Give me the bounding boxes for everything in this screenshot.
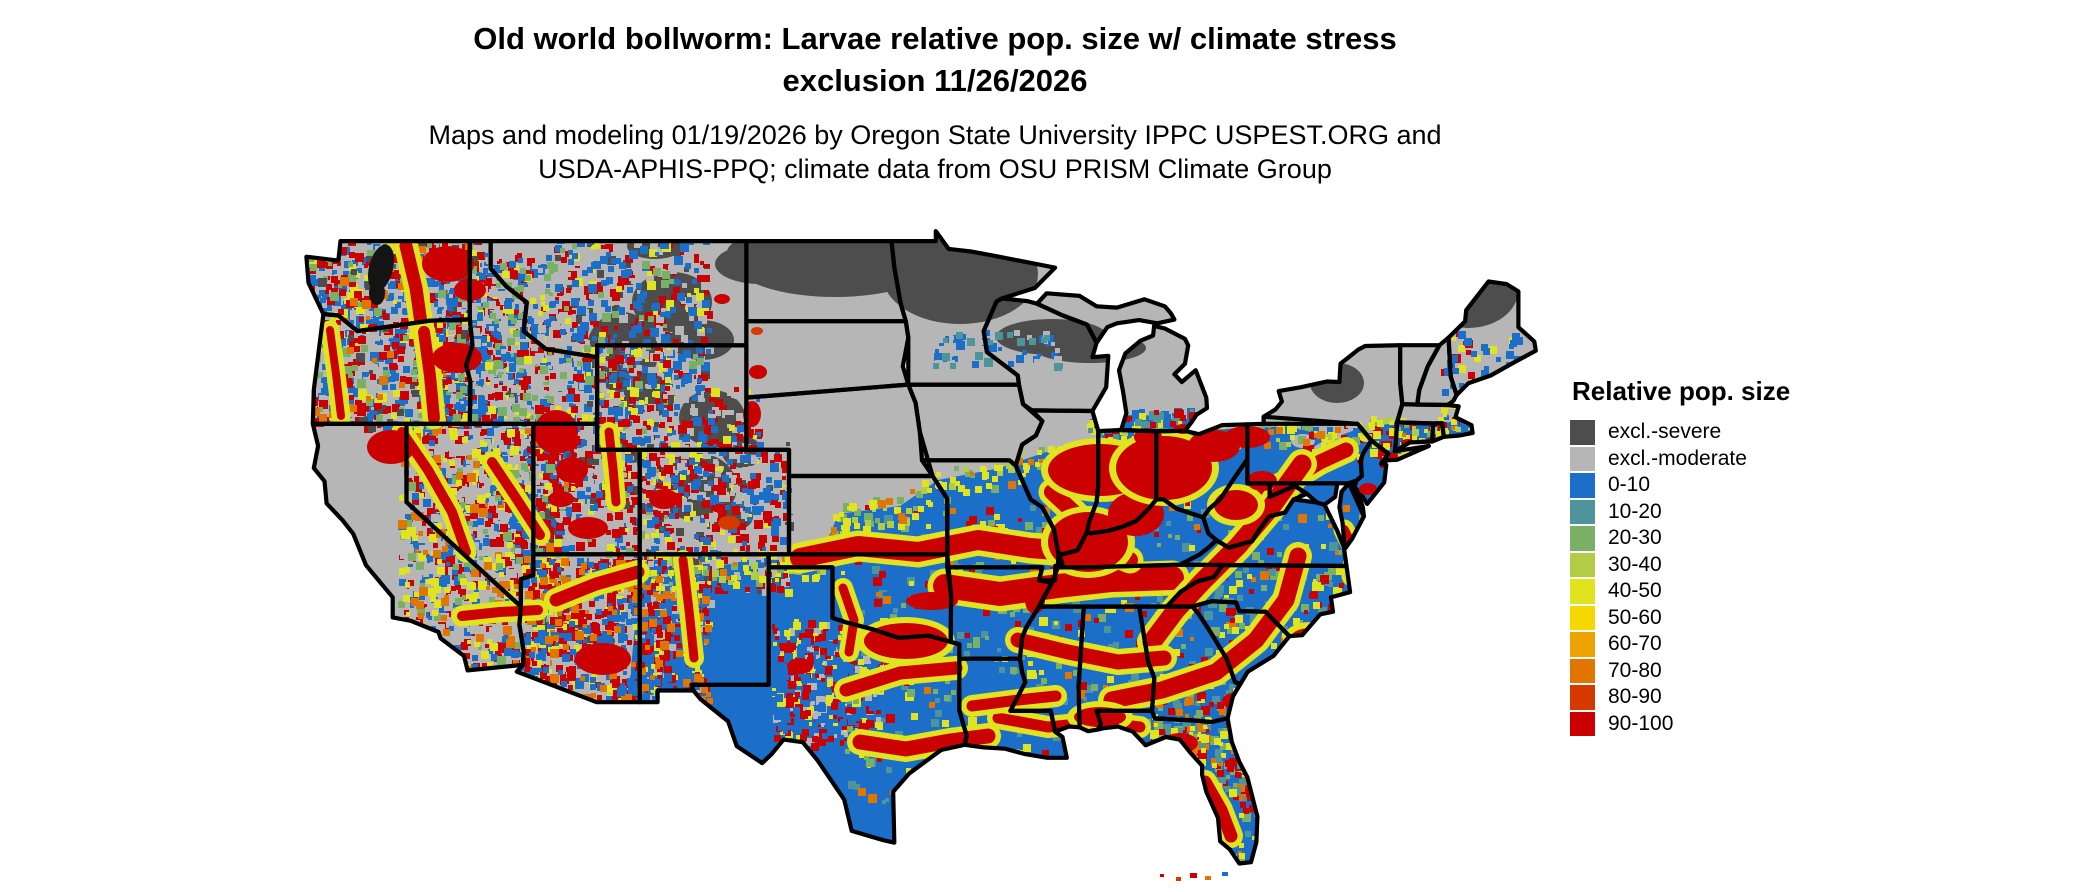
legend-label: excl.-severe [1608,420,1722,444]
legend-label: 30-40 [1608,552,1662,576]
legend-swatch [1570,632,1595,657]
legend-label: 50-60 [1608,605,1662,629]
map-title: Old world bollworm: Larvae relative pop.… [0,18,1870,102]
legend: Relative pop. size excl.-severe excl.-mod… [1570,376,1790,738]
legend-swatch [1570,499,1595,524]
legend-swatch [1570,685,1595,710]
map-subtitle-line1: Maps and modeling 01/19/2026 by Oregon S… [428,120,1442,150]
map-state-borders [304,229,1538,866]
legend-swatch [1570,552,1595,577]
legend-item: 10-20 [1570,499,1790,524]
legend-label: 20-30 [1608,526,1662,550]
legend-swatch [1570,579,1595,604]
header: Old world bollworm: Larvae relative pop.… [0,18,1870,186]
legend-item: 70-80 [1570,658,1790,683]
legend-item: 20-30 [1570,526,1790,551]
legend-label: 80-90 [1608,685,1662,709]
legend-item: excl.-severe [1570,420,1790,445]
legend-label: 70-80 [1608,658,1662,682]
map-title-line2: exclusion 11/26/2026 [782,63,1088,98]
legend-title: Relative pop. size [1572,376,1791,406]
map-subtitle-line2: USDA-APHIS-PPQ; climate data from OSU PR… [538,154,1332,184]
legend-item: 30-40 [1570,552,1790,577]
legend-label: excl.-moderate [1608,446,1747,470]
legend-swatch [1570,605,1595,630]
legend-label: 40-50 [1608,579,1662,603]
legend-item: 40-50 [1570,579,1790,604]
legend-swatch [1570,446,1595,471]
map-title-line1: Old world bollworm: Larvae relative pop.… [473,21,1397,56]
legend-swatch [1570,658,1595,683]
map-subtitle: Maps and modeling 01/19/2026 by Oregon S… [0,118,1870,186]
legend-item: 90-100 [1570,711,1790,736]
legend-item: 0-10 [1570,473,1790,498]
legend-item: 80-90 [1570,685,1790,710]
legend-swatch [1570,711,1595,736]
legend-label: 0-10 [1608,473,1651,497]
florida-keys-specks [1160,872,1228,881]
legend-swatch [1570,526,1595,551]
legend-items: excl.-severe excl.-moderate 0-10 10-20 20-30… [1570,420,1790,736]
legend-label: 60-70 [1608,632,1662,656]
legend-label: 90-100 [1608,711,1674,735]
legend-item: 50-60 [1570,605,1790,630]
legend-swatch [1570,420,1595,445]
legend-label: 10-20 [1608,499,1662,523]
legend-swatch [1570,473,1595,498]
legend-item: excl.-moderate [1570,446,1790,471]
legend-item: 60-70 [1570,632,1790,657]
